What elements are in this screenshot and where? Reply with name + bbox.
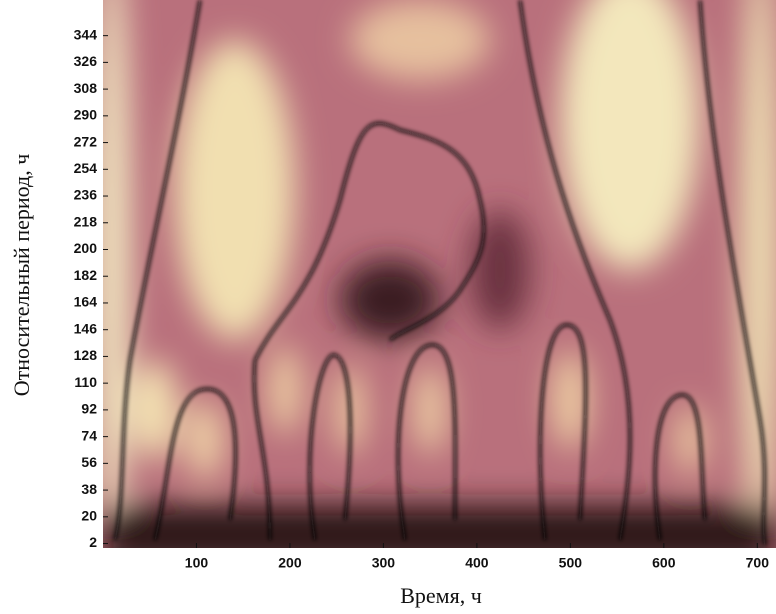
y-tick-label: 20 — [81, 508, 97, 524]
y-tick-label: 308 — [74, 80, 98, 96]
x-tick-label: 700 — [746, 555, 770, 571]
x-tick-label: 400 — [465, 555, 489, 571]
x-axis-label: Время, ч — [400, 583, 482, 608]
y-tick-label: 74 — [81, 427, 97, 443]
y-axis-label: Относительный период, ч — [9, 154, 34, 397]
y-tick-label: 344 — [74, 26, 98, 42]
x-tick-label: 500 — [559, 555, 583, 571]
y-tick-label: 290 — [74, 107, 98, 123]
x-tick-label: 100 — [185, 555, 209, 571]
x-tick-label: 200 — [278, 555, 302, 571]
scalogram-contours — [113, 0, 767, 546]
scalogram-shading — [103, 0, 776, 548]
y-tick-label: 326 — [74, 53, 98, 69]
x-tick-label: 600 — [652, 555, 676, 571]
y-tick-label: 182 — [74, 267, 98, 283]
y-tick-label: 38 — [81, 481, 97, 497]
y-tick-label: 272 — [74, 133, 98, 149]
y-tick-label: 56 — [81, 454, 97, 470]
y-tick-label: 236 — [74, 187, 98, 203]
y-tick-label: 128 — [74, 347, 98, 363]
y-tick-label: 110 — [74, 374, 97, 390]
y-tick-label: 146 — [74, 320, 98, 336]
y-tick-label: 2 — [89, 534, 97, 550]
y-tick-label: 200 — [74, 240, 98, 256]
x-tick-label: 300 — [372, 555, 396, 571]
scalogram — [103, 0, 776, 548]
y-tick-label: 92 — [81, 401, 97, 417]
y-tick-label: 254 — [74, 160, 98, 176]
y-tick-label: 164 — [74, 294, 98, 310]
y-tick-label: 218 — [74, 213, 98, 229]
